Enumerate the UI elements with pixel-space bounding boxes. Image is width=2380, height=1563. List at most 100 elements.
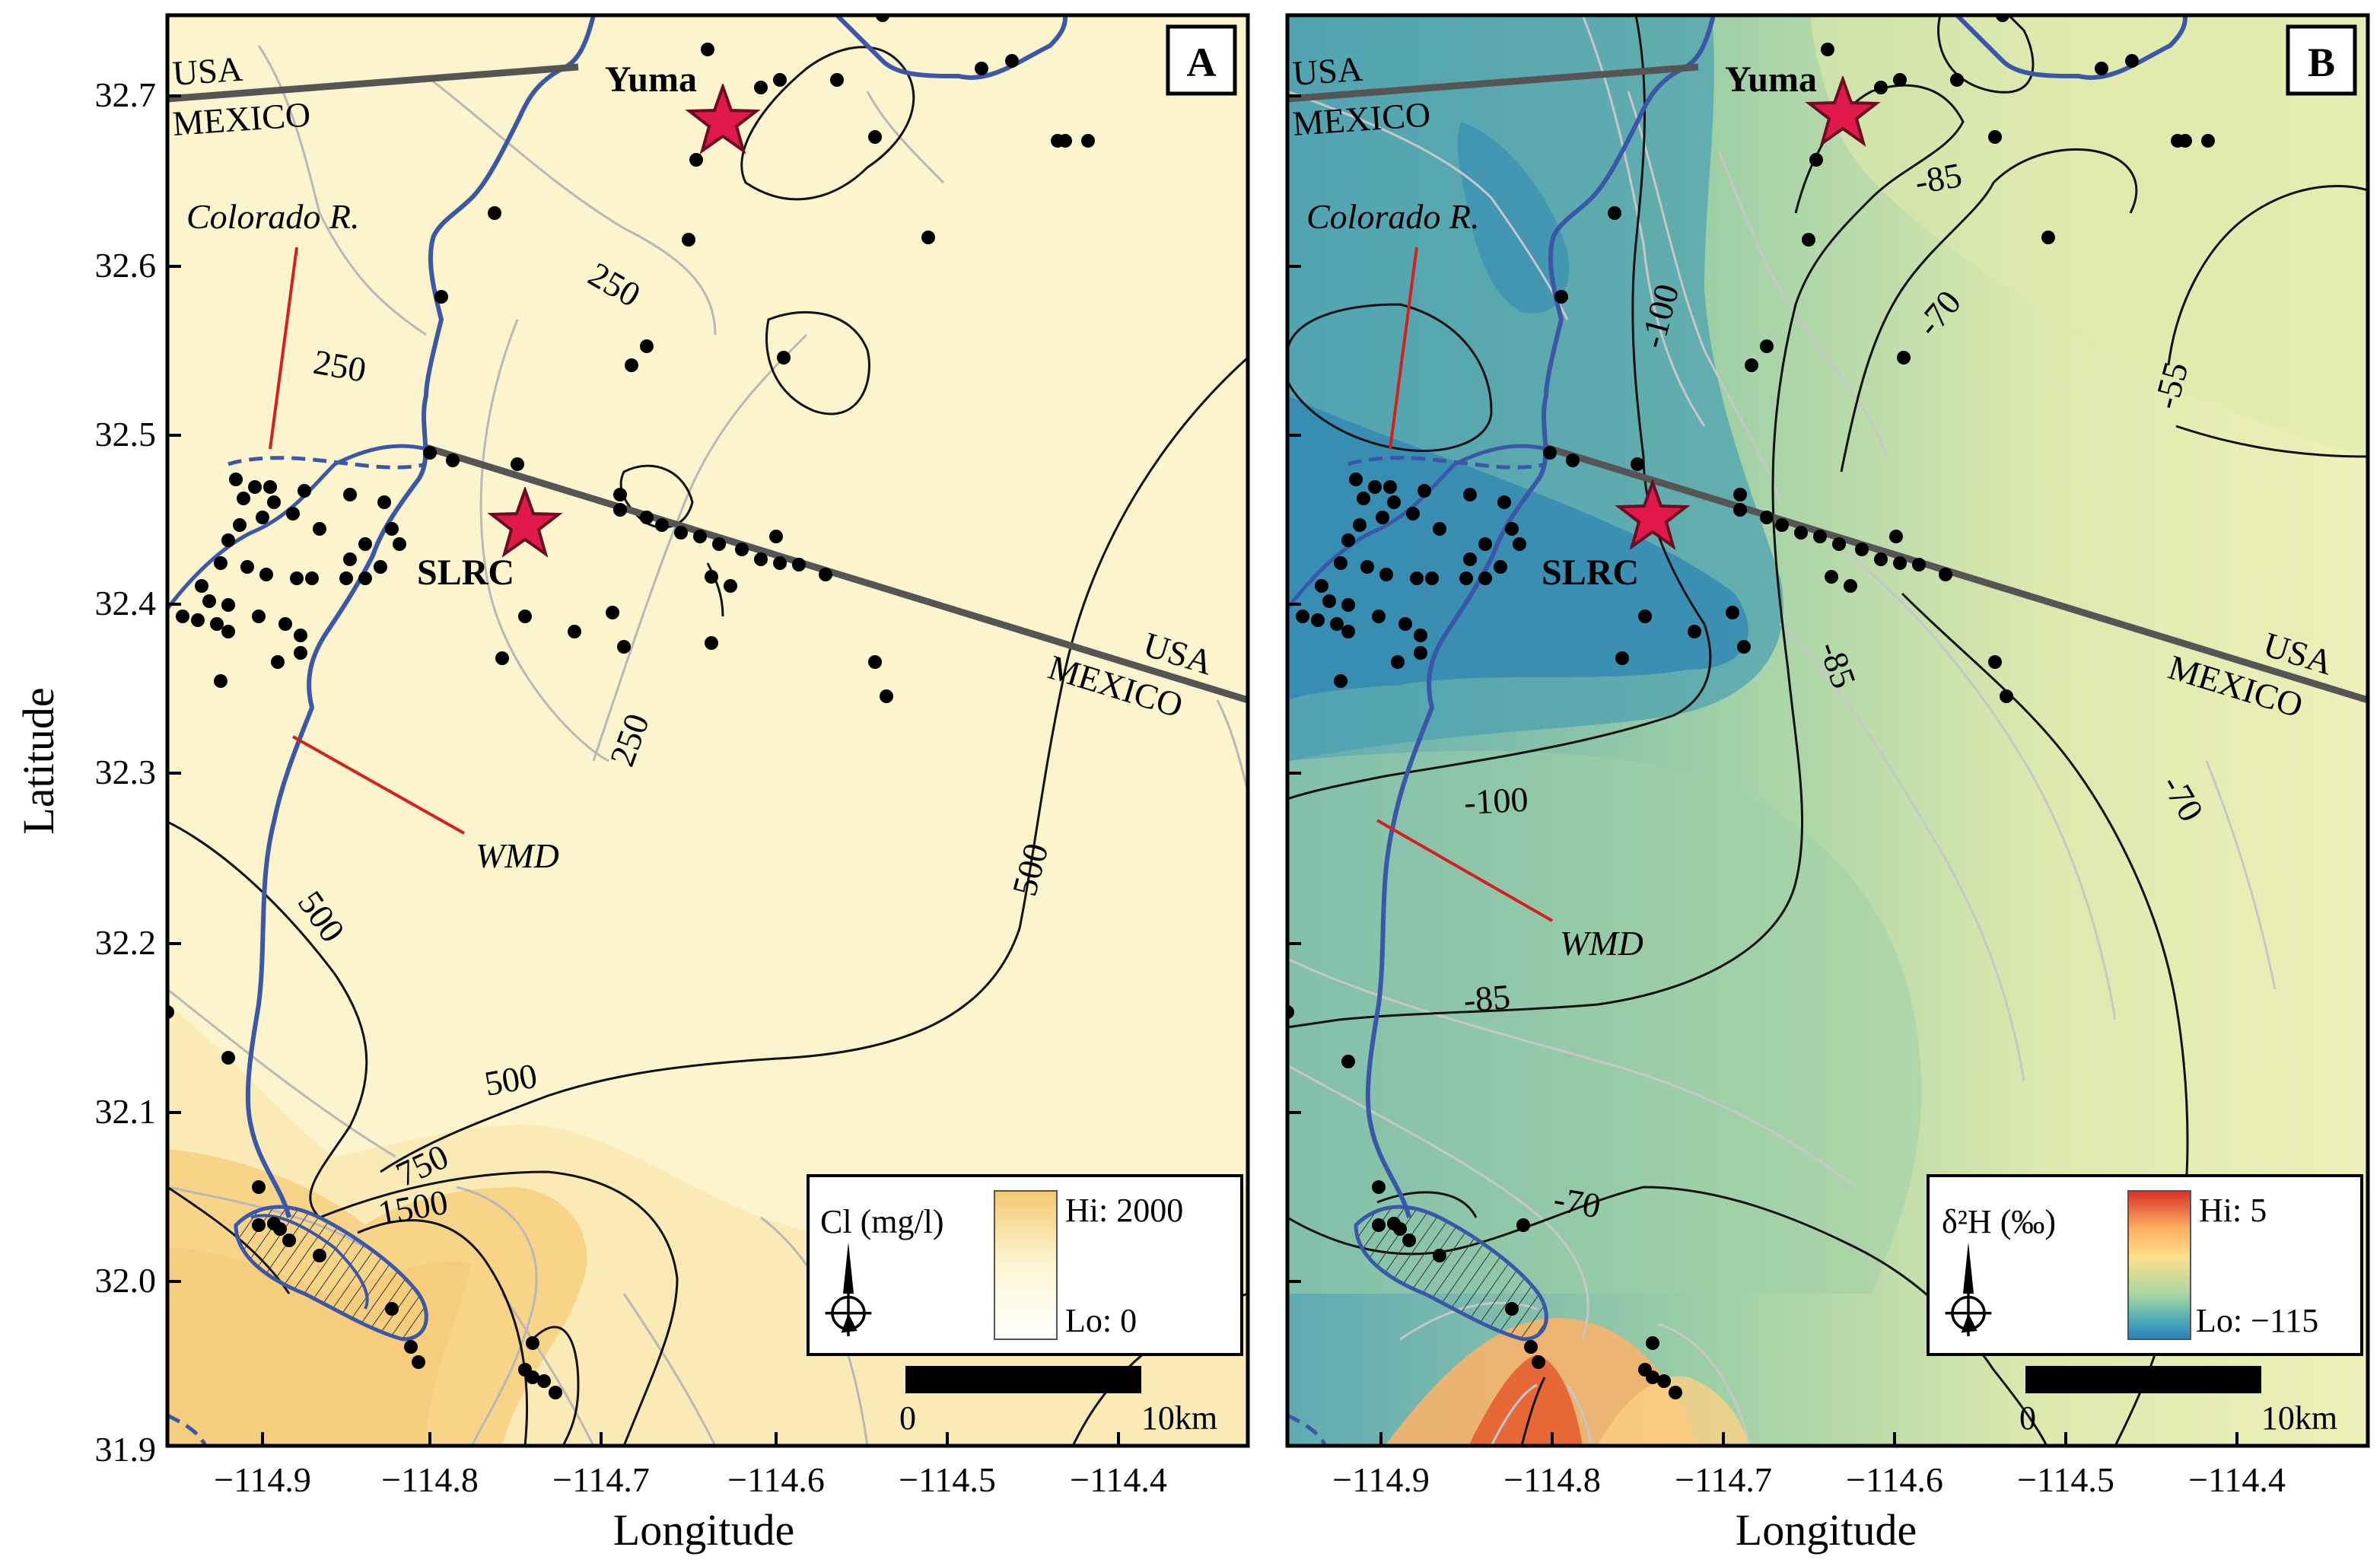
legend-b: δ²H (‰) Hi: 5 Lo: −115 [1927, 1174, 2363, 1356]
lon-tick-label: −114.7 [1675, 1460, 1772, 1499]
wmd-label: WMD [476, 836, 559, 875]
legend-a: Cl (mg/l) Hi: 2000 Lo: 0 [807, 1174, 1243, 1356]
scale-start: 0 [2019, 1399, 2036, 1437]
river-west-loop [1287, 444, 1547, 610]
lat-tick-label: 32.3 [95, 753, 157, 791]
yuma-label: Yuma [1725, 59, 1817, 100]
lon-tick-label: −114.4 [2188, 1460, 2286, 1499]
legend-hi: Hi: 5 [2199, 1192, 2267, 1229]
panel-letter-box [2286, 24, 2357, 96]
axis-ticks-b [1287, 94, 2238, 1446]
longitude-tick-labels-b: −114.9 −114.8 −114.7 −114.6 −114.5 −114.… [1332, 1460, 2286, 1499]
river-dashed [1348, 456, 1547, 470]
lon-tick-label: −114.9 [1332, 1460, 1430, 1499]
contour-label: -85 [1462, 977, 1512, 1020]
usa-label-north: USA [171, 49, 243, 93]
latitude-tick-labels: 32.7 32.6 32.5 32.4 32.3 32.2 32.1 32.0 … [95, 75, 157, 1469]
river-west-loop [167, 444, 427, 610]
sample-points [1287, 15, 2215, 1399]
longitude-tick-labels-a: −114.9 −114.8 −114.7 −114.6 −114.5 −114.… [214, 1460, 1167, 1499]
lat-tick-label: 32.2 [95, 923, 157, 962]
contour-label: 500 [482, 1056, 540, 1103]
usa-label-north: USA [1291, 49, 1363, 93]
contour-label: 250 [310, 342, 369, 390]
border-south-east [425, 444, 1248, 704]
river-pointer-line [269, 247, 298, 450]
scale-bar [2025, 1366, 2261, 1393]
panel-a: 250 250 250 500 500 500 750 1500 USA MEX… [165, 13, 1250, 1448]
lon-tick-label: −114.7 [552, 1460, 650, 1499]
scale-bar-b: 0 10km [2019, 1366, 2337, 1437]
panel-b: -100 -85 -70 -55 -85 -100 -85 -70 -70 US… [1285, 13, 2370, 1448]
wmd-pointer-line [292, 735, 465, 835]
mexico-label-north: MEXICO [1291, 94, 1432, 143]
slrc-label: SLRC [417, 552, 514, 593]
axis-ticks-a [167, 94, 1120, 1446]
colorado-river [1365, 15, 1716, 1218]
lat-tick-label: 32.5 [95, 415, 157, 454]
wmd-label: WMD [1560, 924, 1643, 963]
map-frame [1285, 13, 2370, 1448]
lat-tick-label: 32.0 [95, 1261, 157, 1300]
river-bottom-dashed [167, 1413, 208, 1446]
x-axis-title-a: Longitude [613, 1505, 794, 1555]
y-axis-title: Latitude [14, 687, 63, 834]
legend-hi: Hi: 2000 [1065, 1192, 1183, 1229]
lat-tick-label: 32.4 [95, 584, 157, 622]
slrc-label: SLRC [1542, 552, 1639, 593]
yuma-label: Yuma [605, 59, 697, 100]
contour-label: -85 [1912, 155, 1965, 202]
lat-tick-label: 32.7 [95, 75, 157, 114]
colorado-river-label: Colorado R. [1306, 197, 1479, 236]
scale-bar-a: 0 10km [899, 1366, 1217, 1437]
mid-isotope-zone [1287, 750, 1922, 1294]
river-bottom-dashed [1287, 1413, 1328, 1446]
scale-end: 10km [2261, 1399, 2337, 1437]
lon-tick-label: −114.4 [1070, 1460, 1167, 1499]
river-dashed [228, 456, 427, 470]
legend-variable: δ²H (‰) [1942, 1203, 2056, 1240]
sample-points [167, 15, 1095, 1399]
low-isotope-north [1457, 122, 1569, 314]
scale-bar [905, 1366, 1141, 1393]
legend-color-ramp [994, 1190, 1058, 1340]
lon-tick-label: −114.6 [1846, 1460, 1943, 1499]
panel-letter: B [2308, 40, 2335, 85]
wmd-pointer-line [1376, 819, 1553, 922]
highest-isotope-core [1468, 1354, 1583, 1446]
lat-tick-label: 32.1 [95, 1092, 157, 1131]
lon-tick-label: −114.5 [899, 1460, 996, 1499]
border-south-east [1545, 444, 2368, 704]
upper-east-zone [1811, 15, 2368, 457]
border-north [167, 63, 579, 103]
lon-tick-label: −114.5 [2017, 1460, 2114, 1499]
legend-variable: Cl (mg/l) [820, 1203, 944, 1240]
scale-start: 0 [899, 1399, 916, 1437]
lon-tick-label: −114.8 [1503, 1460, 1601, 1499]
mexico-label-north: MEXICO [171, 94, 312, 143]
legend-color-ramp [2127, 1190, 2191, 1340]
high-isotope-east [1598, 1376, 1750, 1446]
panel-letter: A [1187, 40, 1217, 85]
map-frame [165, 13, 1250, 1448]
contour-label: -100 [1463, 780, 1529, 822]
lon-tick-label: −114.8 [381, 1460, 479, 1499]
wmd-hatched-zone-2 [250, 1214, 369, 1310]
lat-tick-label: 32.6 [95, 246, 157, 285]
river-east-branch [1955, 15, 2188, 80]
panel-letter-box [1166, 24, 1237, 96]
scale-end: 10km [1141, 1399, 1217, 1437]
x-axis-title-b: Longitude [1736, 1505, 1917, 1555]
river-east-branch [835, 15, 1068, 80]
river-pointer-line [1389, 247, 1418, 450]
colorado-river [245, 15, 596, 1218]
lat-tick-label: 31.9 [95, 1430, 157, 1469]
legend-lo: Lo: 0 [1065, 1302, 1137, 1339]
colorado-river-label: Colorado R. [186, 197, 359, 236]
contour-label: -70 [1551, 1179, 1603, 1226]
lon-tick-label: −114.6 [727, 1460, 825, 1499]
lon-tick-label: −114.9 [214, 1460, 311, 1499]
border-north [1287, 63, 1699, 103]
legend-lo: Lo: −115 [2196, 1302, 2318, 1339]
